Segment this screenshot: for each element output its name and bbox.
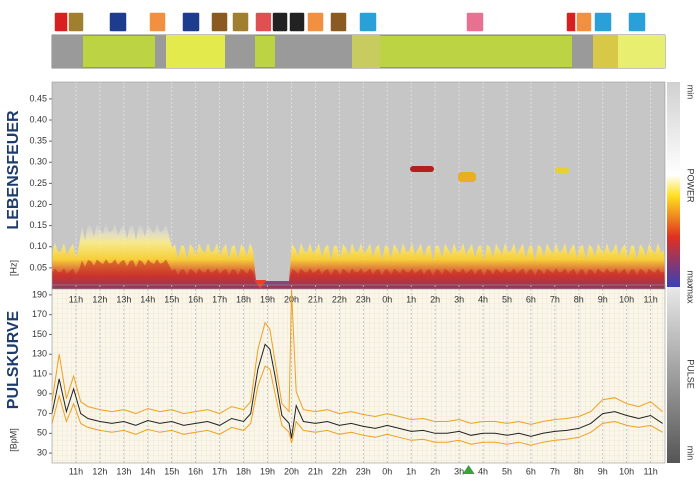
x-tick-label: 11h bbox=[69, 294, 83, 304]
x-tick-label: 5h bbox=[502, 294, 512, 304]
x-tick-label: 22h bbox=[332, 466, 347, 476]
colorbar-label: POWER bbox=[686, 168, 696, 203]
colorbar-label: PULSE bbox=[686, 359, 696, 389]
x-tick-label: 11h bbox=[643, 294, 657, 304]
x-tick-label: 19h bbox=[260, 294, 275, 304]
pulse-line bbox=[51, 343, 663, 439]
power-core bbox=[52, 259, 665, 289]
x-tick-label: 18h bbox=[236, 466, 251, 476]
x-tick-label: 7h bbox=[550, 466, 560, 476]
x-tick-label: 16h bbox=[188, 466, 203, 476]
x-tick-label: 6h bbox=[526, 294, 536, 304]
y-tick-label: 0.05 bbox=[29, 262, 47, 272]
y-tick-label: 0.10 bbox=[29, 241, 47, 251]
y-tick-label: 30 bbox=[37, 447, 47, 457]
x-tick-label: 2h bbox=[430, 294, 440, 304]
y-tick-label: 0.30 bbox=[29, 157, 47, 167]
panel-title: LEBENSFEUER bbox=[5, 110, 22, 230]
x-tick-label: 23h bbox=[356, 466, 371, 476]
x-tick-label: 17h bbox=[212, 294, 227, 304]
y-tick-label: 50 bbox=[37, 428, 47, 438]
unit-label: [BpM] bbox=[8, 428, 18, 452]
x-tick-label: 21h bbox=[308, 294, 323, 304]
x-tick-label: 9h bbox=[598, 294, 608, 304]
x-tick-label: 2h bbox=[430, 466, 440, 476]
power-colorbar bbox=[667, 82, 680, 289]
pulse-fine-grid bbox=[52, 287, 665, 463]
charts: 11h 12h 13h 14h 15h 16h 17h 18h 19h 20h 21h 22h 23h 0… bbox=[5, 81, 696, 476]
x-tick-label: 1h bbox=[406, 294, 416, 304]
colorbar-label: max bbox=[686, 270, 696, 288]
y-tick-label: 190 bbox=[32, 289, 47, 299]
colorbar-label: min bbox=[686, 446, 696, 461]
x-tick-label: 11h bbox=[69, 466, 83, 476]
x-tick-label: 8h bbox=[574, 294, 584, 304]
x-tick-label: 1h bbox=[406, 466, 416, 476]
x-tick-label: 12h bbox=[92, 466, 107, 476]
y-tick-label: 0.20 bbox=[29, 199, 47, 209]
x-tick-label: 8h bbox=[574, 466, 584, 476]
x-tick-label: 10h bbox=[619, 294, 634, 304]
power-blob bbox=[555, 168, 569, 173]
x-tick-label: 0h bbox=[382, 466, 392, 476]
x-tick-label: 17h bbox=[212, 466, 227, 476]
x-tick-label: 10h bbox=[619, 466, 634, 476]
x-tick-label: 13h bbox=[116, 294, 131, 304]
x-tick-label: 5h bbox=[502, 466, 512, 476]
x-tick-label: 21h bbox=[308, 466, 323, 476]
event-marker bbox=[254, 280, 267, 289]
power-blob bbox=[458, 172, 476, 182]
x-tick-label: 9h bbox=[598, 466, 608, 476]
x-tick-label: 3h bbox=[454, 294, 464, 304]
x-tick-label: 6h bbox=[526, 466, 536, 476]
x-tick-label: 14h bbox=[140, 294, 155, 304]
x-tick-label: 15h bbox=[164, 294, 179, 304]
colorbar-label: max bbox=[686, 286, 696, 304]
x-tick-label: 7h bbox=[550, 294, 560, 304]
pulse-colorbar bbox=[667, 287, 680, 463]
y-tick-label: 130 bbox=[32, 349, 47, 359]
x-tick-label: 19h bbox=[260, 466, 275, 476]
x-tick-label: 23h bbox=[356, 294, 371, 304]
x-tick-label: 4h bbox=[478, 466, 488, 476]
x-tick-label: 22h bbox=[332, 294, 347, 304]
x-tick-label: 18h bbox=[236, 294, 251, 304]
y-tick-label: 170 bbox=[32, 309, 47, 319]
y-tick-label: 90 bbox=[37, 388, 47, 398]
y-tick-label: 0.35 bbox=[29, 136, 47, 146]
panel-title: PULSKURVE bbox=[5, 310, 22, 409]
y-tick-label: 150 bbox=[32, 329, 47, 339]
y-tick-label: 0.45 bbox=[29, 93, 47, 103]
power-blob bbox=[410, 166, 434, 172]
plot-frame bbox=[51, 284, 666, 464]
x-tick-label: 11h bbox=[643, 466, 657, 476]
colorbar-label: min bbox=[686, 85, 696, 100]
y-tick-label: 70 bbox=[37, 408, 47, 418]
x-tick-label: 13h bbox=[116, 466, 131, 476]
pulse-line bbox=[51, 289, 663, 425]
pulse-line bbox=[51, 365, 663, 446]
y-tick-label: 110 bbox=[33, 368, 47, 378]
x-tick-label: 16h bbox=[188, 294, 203, 304]
y-tick-label: 0.25 bbox=[29, 178, 47, 188]
x-tick-label: 0h bbox=[382, 294, 392, 304]
plot-frame bbox=[51, 81, 666, 290]
event-marker bbox=[462, 465, 475, 474]
x-tick-label: 14h bbox=[140, 466, 155, 476]
y-tick-label: 0.40 bbox=[29, 114, 47, 124]
x-tick-label: 12h bbox=[92, 294, 107, 304]
unit-label: [Hz] bbox=[8, 260, 18, 276]
y-tick-label: 0.15 bbox=[29, 220, 47, 230]
x-tick-label: 3h bbox=[454, 466, 464, 476]
x-tick-label: 20h bbox=[284, 466, 299, 476]
activity-strip bbox=[51, 11, 666, 69]
x-tick-label: 4h bbox=[478, 294, 488, 304]
x-tick-label: 15h bbox=[164, 466, 179, 476]
